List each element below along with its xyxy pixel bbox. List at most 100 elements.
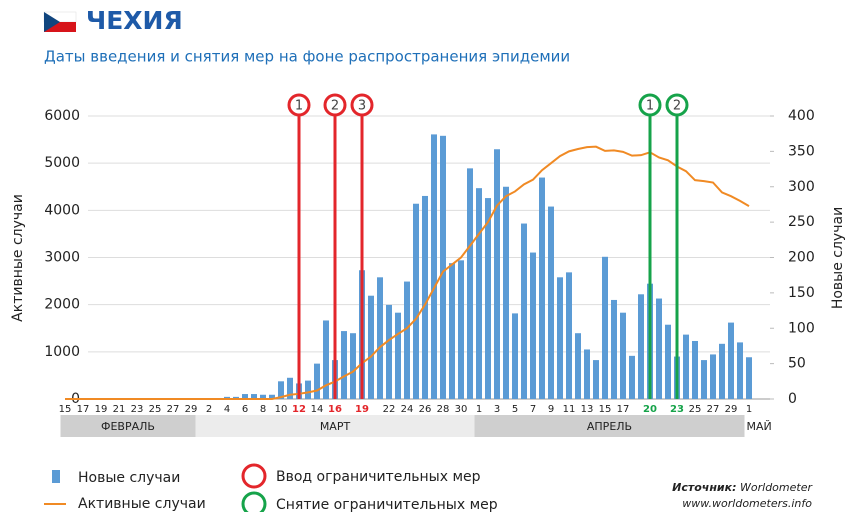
x-tick-label: 17 bbox=[77, 404, 90, 415]
svg-text:Источник: Worldometer: Источник: Worldometer bbox=[672, 481, 813, 494]
bar bbox=[512, 313, 518, 399]
month-band bbox=[60, 415, 196, 437]
y2-tick-label: 150 bbox=[788, 285, 815, 301]
source: Источник: Worldometer www.worldometers.i… bbox=[672, 481, 813, 510]
month-band bbox=[474, 415, 745, 437]
bar bbox=[701, 360, 707, 399]
bar bbox=[260, 394, 266, 399]
x-tick-label: 26 bbox=[419, 404, 432, 415]
bar bbox=[566, 272, 572, 399]
bar bbox=[404, 281, 410, 399]
bar bbox=[539, 177, 545, 399]
event-label: 2 bbox=[331, 99, 339, 114]
x-tick-label: 20 bbox=[643, 404, 657, 415]
bar bbox=[314, 363, 320, 399]
bar bbox=[350, 333, 356, 399]
x-tick-label: 14 bbox=[311, 404, 324, 415]
y2-tick-label: 350 bbox=[788, 143, 815, 159]
chart-subtitle: Даты введения и снятия мер на фоне распр… bbox=[44, 48, 570, 66]
bar bbox=[476, 188, 482, 399]
bar bbox=[494, 149, 500, 399]
month-label: АПРЕЛЬ bbox=[587, 420, 632, 433]
x-tick-label: 2 bbox=[206, 404, 212, 415]
y2-axis-label: Новые случаи bbox=[830, 207, 846, 309]
event-label: 2 bbox=[673, 99, 681, 114]
legend-label: Снятие ограничительных мер bbox=[276, 497, 498, 512]
x-tick-label: 19 bbox=[95, 404, 108, 415]
bar bbox=[503, 186, 509, 399]
bar bbox=[413, 203, 419, 399]
bar bbox=[521, 223, 527, 399]
x-tick-label: 15 bbox=[599, 404, 612, 415]
bar bbox=[557, 277, 563, 399]
x-tick-label: 27 bbox=[707, 404, 720, 415]
legend-swatch bbox=[52, 470, 60, 483]
event-label: 3 bbox=[358, 99, 366, 114]
x-tick-label: 1 bbox=[746, 404, 752, 415]
event-circle bbox=[665, 93, 689, 117]
legend-label: Ввод ограничительных мер bbox=[276, 469, 481, 485]
x-tick-label: 22 bbox=[383, 404, 396, 415]
bar bbox=[305, 380, 311, 399]
x-tick-label: 9 bbox=[548, 404, 554, 415]
y-tick-label: 5000 bbox=[44, 155, 80, 171]
bar bbox=[746, 357, 752, 399]
x-tick-label: 27 bbox=[167, 404, 180, 415]
month-label: ФЕВРАЛЬ bbox=[101, 420, 155, 433]
bar bbox=[458, 260, 464, 399]
x-tick-label: 29 bbox=[725, 404, 738, 415]
bar bbox=[611, 299, 617, 399]
y2-tick-label: 250 bbox=[788, 214, 815, 230]
bar bbox=[269, 394, 275, 399]
y-axis-label: Активные случаи bbox=[10, 194, 26, 322]
bar bbox=[422, 195, 428, 399]
bar bbox=[242, 394, 248, 399]
bar bbox=[620, 312, 626, 399]
x-tick-label: 16 bbox=[328, 404, 342, 415]
x-tick-label: 5 bbox=[512, 404, 518, 415]
bar bbox=[575, 333, 581, 399]
bar bbox=[251, 394, 257, 399]
bar bbox=[467, 168, 473, 399]
bar bbox=[431, 134, 437, 399]
legend-label: Новые случаи bbox=[78, 470, 180, 486]
x-tick-label: 12 bbox=[292, 404, 306, 415]
bar bbox=[449, 263, 455, 399]
bar bbox=[692, 340, 698, 399]
legend-swatch bbox=[241, 491, 267, 512]
bar bbox=[737, 342, 743, 399]
x-tick-label: 11 bbox=[563, 404, 576, 415]
y2-tick-label: 50 bbox=[788, 356, 806, 372]
flag bbox=[43, 11, 77, 32]
bar bbox=[728, 322, 734, 399]
bar bbox=[683, 334, 689, 399]
x-tick-label: 4 bbox=[224, 404, 230, 415]
y-tick-label: 3000 bbox=[44, 250, 80, 266]
bar bbox=[233, 396, 239, 399]
bar bbox=[395, 312, 401, 399]
bar bbox=[440, 135, 446, 399]
x-tick-label: 23 bbox=[670, 404, 684, 415]
x-tick-label: 10 bbox=[275, 404, 288, 415]
bar bbox=[548, 206, 554, 399]
y2-tick-label: 0 bbox=[788, 391, 797, 407]
event-label: 1 bbox=[295, 99, 303, 114]
legend-label: Активные случаи bbox=[78, 496, 206, 512]
event-circle bbox=[638, 93, 662, 117]
y-tick-label: 4000 bbox=[44, 202, 80, 218]
bar bbox=[278, 381, 284, 399]
x-tick-label: 15 bbox=[59, 404, 72, 415]
x-tick-label: 6 bbox=[242, 404, 248, 415]
y2-tick-label: 100 bbox=[788, 320, 815, 336]
y-tick-label: 1000 bbox=[44, 344, 80, 360]
bar bbox=[629, 355, 635, 399]
bar bbox=[638, 294, 644, 399]
bar bbox=[656, 298, 662, 399]
event-label: 1 bbox=[646, 99, 654, 114]
x-tick-label: 7 bbox=[530, 404, 536, 415]
event-circle bbox=[287, 93, 311, 117]
x-tick-label: 19 bbox=[355, 404, 369, 415]
y-tick-label: 2000 bbox=[44, 297, 80, 313]
bar bbox=[530, 252, 536, 399]
y2-tick-label: 300 bbox=[788, 179, 815, 195]
